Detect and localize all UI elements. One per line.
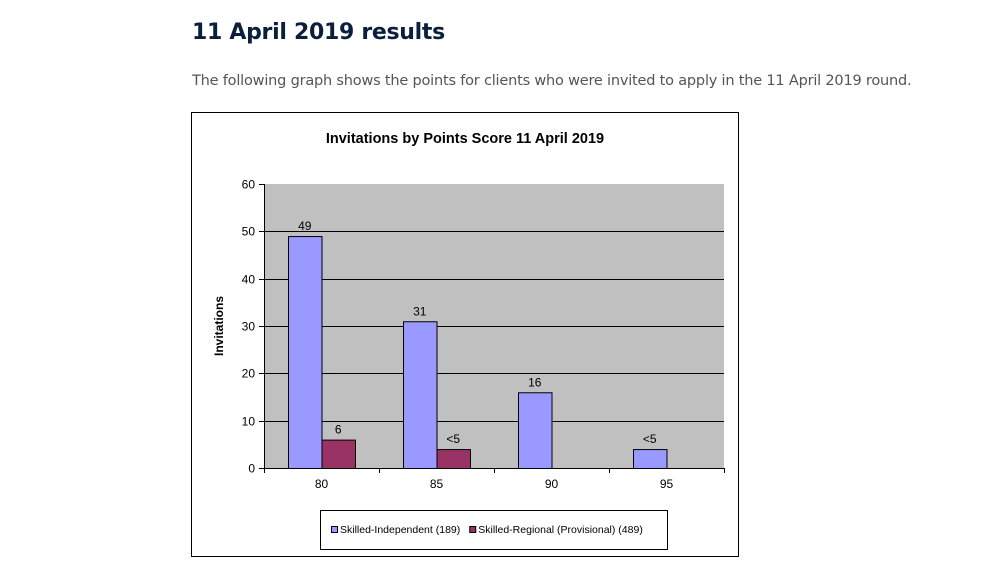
y-tick-label: 60: [242, 178, 256, 192]
chart-container: Invitations by Points Score 11 April 201…: [191, 112, 739, 557]
y-tick-label: 0: [248, 462, 255, 476]
legend-entry: Skilled-Independent (189): [340, 524, 460, 536]
data-label: 16: [528, 375, 542, 389]
y-tick-label: 20: [242, 367, 256, 381]
bar-skilled-independent-90: [518, 392, 553, 469]
chart-title: Invitations by Points Score 11 April 201…: [326, 131, 604, 147]
x-tick-label: 95: [660, 477, 674, 491]
data-label: 6: [335, 423, 342, 437]
bar-skilled-regional-80: [321, 439, 356, 470]
bar-skilled-independent-95: [633, 449, 668, 470]
legend-entry: Skilled-Regional (Provisional) (489): [478, 524, 643, 536]
legend-swatch: [331, 526, 338, 533]
data-label: 31: [413, 304, 427, 318]
bar-chart: Invitations by Points Score 11 April 201…: [191, 112, 739, 557]
bar-skilled-regional-85: [436, 449, 471, 470]
data-label: <5: [446, 432, 460, 446]
y-tick-label: 50: [242, 225, 256, 239]
y-axis-label: Invitations: [212, 296, 226, 356]
x-tick-label: 85: [430, 477, 444, 491]
x-tick-label: 90: [545, 477, 559, 491]
bar-skilled-independent-80: [288, 236, 323, 469]
bar-skilled-independent-85: [403, 321, 438, 469]
y-tick-label: 30: [242, 320, 256, 334]
data-label: 49: [298, 219, 312, 233]
x-tick-label: 80: [315, 477, 329, 491]
y-tick-label: 10: [242, 415, 256, 429]
y-tick-label: 40: [242, 273, 256, 287]
data-label: <5: [643, 432, 657, 446]
legend-swatch: [469, 526, 477, 533]
legend: [320, 510, 668, 550]
intro-text: The following graph shows the points for…: [192, 73, 912, 89]
page-title: 11 April 2019 results: [192, 20, 445, 45]
